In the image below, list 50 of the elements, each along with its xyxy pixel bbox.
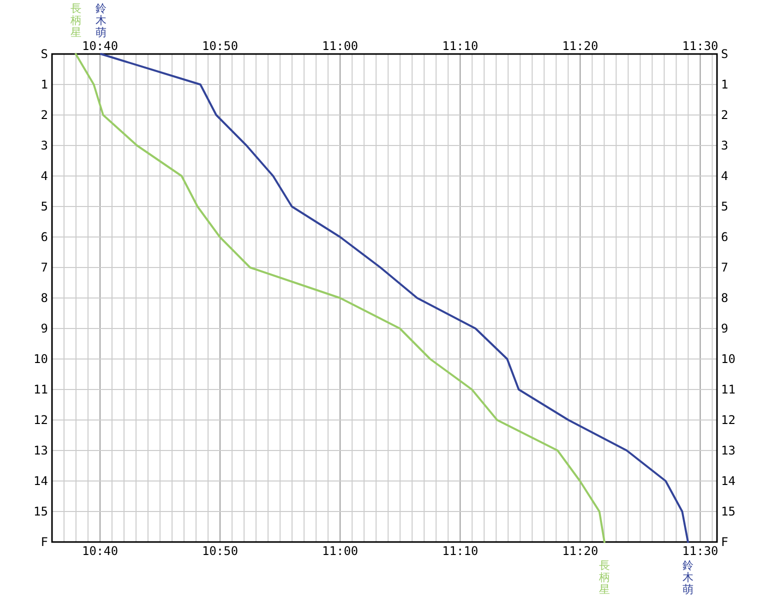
y-tick-label: 4	[40, 169, 48, 183]
text: 長柄星	[598, 559, 610, 596]
y2-tick-label: F	[721, 535, 728, 549]
y-tick-label: 11	[34, 382, 48, 396]
y-tick-label: 1	[40, 78, 48, 92]
y-tick-label: 15	[34, 504, 48, 518]
x2-tick-label: 11:10	[442, 544, 478, 558]
x2-tick-label: 11:20	[562, 544, 598, 558]
x2-tick-label: 10:40	[82, 544, 118, 558]
text: 鈴木萌	[682, 559, 694, 596]
y-tick-label: F	[40, 535, 48, 549]
y-tick-label: 5	[40, 200, 48, 214]
y2-tick-label: 5	[721, 200, 728, 214]
x2-tick-label: 11:30	[682, 544, 718, 558]
y2-tick-label: 10	[721, 352, 736, 366]
y2-tick-label: 2	[721, 108, 728, 122]
x-tick-label: 11:20	[562, 39, 598, 53]
y-tick-label: 6	[40, 230, 48, 244]
y2-tick-label: 9	[721, 322, 728, 336]
y2-tick-label: 6	[721, 230, 728, 244]
x-tick-label: 11:00	[322, 39, 358, 53]
x-tick-label: 11:10	[442, 39, 478, 53]
y2-tick-label: 8	[721, 291, 728, 305]
x-tick-label: 11:30	[682, 39, 718, 53]
y-tick-label: 14	[34, 474, 48, 488]
y2-tick-label: 1	[721, 78, 728, 92]
y2-tick-label: 15	[721, 504, 736, 518]
y-tick-label: 7	[40, 260, 48, 274]
y-tick-label: 2	[40, 108, 48, 122]
y-tick-label: 12	[34, 413, 48, 427]
y2-tick-label: 12	[721, 413, 736, 427]
y2-tick-label: 7	[721, 260, 728, 274]
x-tick-label: 10:40	[82, 39, 118, 53]
series-label: 鈴木萌	[95, 2, 106, 39]
y2-tick-label: 4	[721, 169, 728, 183]
x2-tick-label: 11:00	[322, 544, 358, 558]
y-tick-label: 10	[34, 352, 48, 366]
y-tick-label: S	[40, 47, 48, 61]
y2-tick-label: 14	[721, 474, 736, 488]
y-tick-label: 13	[34, 444, 48, 458]
y-tick-label: 8	[40, 291, 48, 305]
x2-tick-label: 10:50	[202, 544, 238, 558]
y-tick-label: 9	[40, 322, 48, 336]
x-tick-label: 10:50	[202, 39, 238, 53]
y-tick-label: 3	[40, 138, 48, 152]
y2-tick-label: S	[721, 47, 728, 61]
series-label: 長柄星	[69, 2, 82, 39]
y2-tick-label: 13	[721, 444, 736, 458]
y2-tick-label: 11	[721, 382, 736, 396]
y2-tick-label: 3	[721, 138, 728, 152]
